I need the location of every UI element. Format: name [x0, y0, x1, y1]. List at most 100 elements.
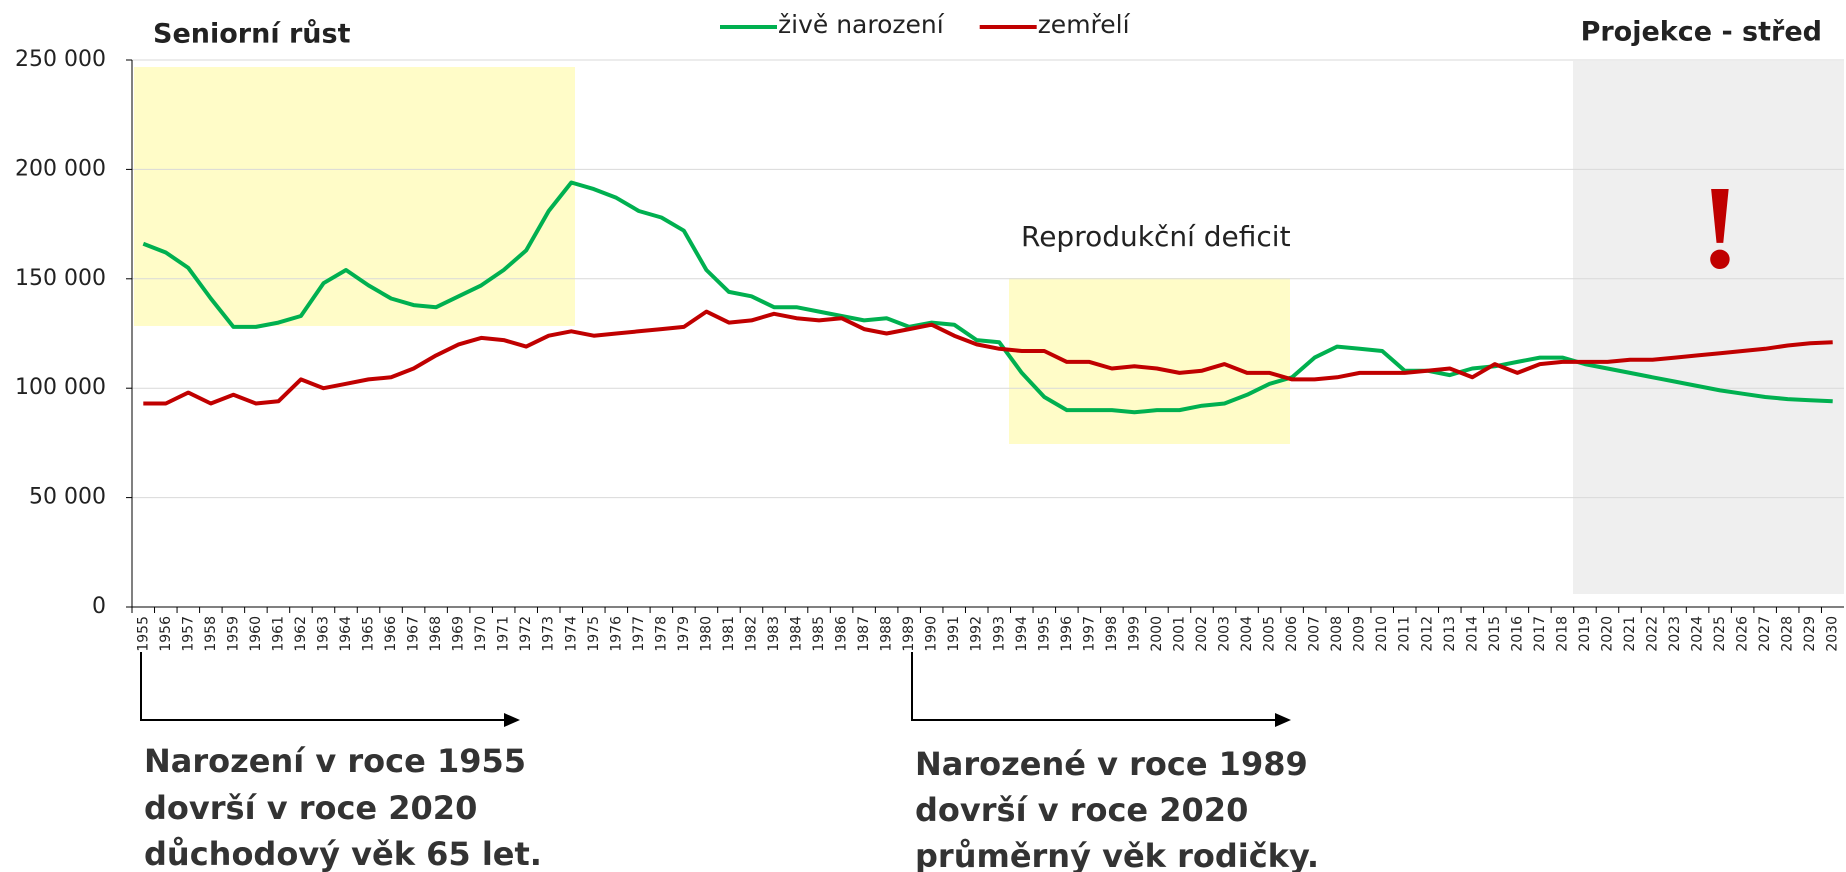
note: Narození v roce 1955	[144, 742, 526, 780]
x-tick-label: 2024	[1690, 616, 1706, 652]
x-tick-label: 1998	[1104, 616, 1120, 652]
x-tick-label: 1994	[1014, 616, 1030, 652]
x-tick-label: 2013	[1442, 616, 1458, 652]
senior-region	[134, 67, 575, 326]
x-tick-label: 2009	[1352, 616, 1368, 652]
x-tick-label: 1977	[631, 616, 647, 652]
x-tick-label: 2030	[1825, 616, 1841, 652]
x-tick-label: 1980	[698, 616, 714, 652]
y-tick-label: 50 000	[29, 485, 106, 510]
projection-region	[1573, 61, 1844, 594]
x-tick-label: 1981	[721, 616, 737, 652]
note: důchodový věk 65 let.	[144, 835, 542, 872]
lines	[142, 180, 1833, 415]
note: průměrný věk rodičky.	[915, 837, 1319, 872]
x-tick-label: 1979	[676, 616, 692, 652]
x-tick-label: 1966	[383, 616, 399, 652]
x-tick-label: 1988	[879, 616, 895, 652]
y-tick-label: 150 000	[15, 266, 106, 291]
x-tick-label: 1987	[856, 616, 872, 652]
annotation: Projekce - střed	[1581, 17, 1822, 48]
x-tick-label: 1993	[991, 616, 1007, 652]
x-tick-label: 1962	[293, 616, 309, 652]
note: dovrší v roce 2020	[915, 791, 1248, 829]
x-tick-label: 2017	[1532, 616, 1548, 652]
x-tick-label: 2026	[1735, 616, 1751, 652]
x-tick-label: 1996	[1059, 616, 1075, 652]
note: Narozené v roce 1989	[915, 745, 1308, 783]
y-tick-label: 100 000	[15, 375, 106, 400]
x-tick-label: 2025	[1712, 616, 1728, 652]
x-tick-label: 2001	[1171, 616, 1187, 652]
x-tick-label: 1984	[789, 616, 805, 652]
x-tick-label: 2022	[1645, 616, 1661, 652]
x-tick-label: 2014	[1464, 616, 1480, 652]
x-tick-label: 1995	[1036, 616, 1052, 652]
x-tick-label: 1956	[158, 616, 174, 652]
x-tick-label: 2016	[1509, 616, 1525, 652]
x-tick-label: 1974	[563, 616, 579, 652]
x-tick-label: 1971	[496, 616, 512, 652]
x-tick-label: 1964	[338, 616, 354, 652]
series-line	[143, 309, 1833, 406]
x-tick-label: 1973	[541, 616, 557, 652]
x-tick-label: 1972	[518, 616, 534, 652]
x-tick-label: 1970	[473, 616, 489, 652]
y-tick-label: 0	[92, 594, 106, 619]
x-tick-label: 2023	[1667, 616, 1683, 652]
x-tick-label: 2002	[1194, 616, 1210, 652]
x-tick-label: 2010	[1374, 616, 1390, 652]
x-tick-label: 1990	[924, 616, 940, 652]
x-tick-label: 1965	[361, 616, 377, 652]
x-tick-label: 1975	[586, 616, 602, 652]
x-tick-label: 1976	[608, 616, 624, 652]
annotation: Seniorní růst	[153, 19, 351, 50]
x-tick-label: 2028	[1780, 616, 1796, 652]
x-tick-label: 2007	[1307, 616, 1323, 652]
annotation: Reprodukční deficit	[1021, 220, 1291, 253]
x-tick-label: 2005	[1262, 616, 1278, 652]
x-tick-label: 1999	[1126, 616, 1142, 652]
x-tick-label: 2004	[1239, 616, 1255, 652]
x-tick-label: 1955	[135, 616, 151, 652]
note: dovrší v roce 2020	[144, 789, 477, 827]
arrow-head	[1275, 713, 1291, 727]
x-tick-label: 1986	[834, 616, 850, 652]
x-tick-label: 1963	[315, 616, 331, 652]
x-tick-label: 1957	[180, 616, 196, 652]
x-tick-label: 1982	[743, 616, 759, 652]
x-tick-label: 2006	[1284, 616, 1300, 652]
exclamation: !	[1700, 161, 1740, 294]
x-tick-label: 1968	[428, 616, 444, 652]
legend-label: zemřelí	[1038, 10, 1131, 39]
grid: 0 50 000 100 000 150 000 200 000 250 000 1955 1…	[15, 47, 1844, 652]
x-tick-label: 1960	[248, 616, 264, 652]
x-tick-label: 2029	[1802, 616, 1818, 652]
legend-label: živě narození	[778, 10, 945, 39]
x-tick-label: 2015	[1487, 616, 1503, 652]
x-tick-label: 1967	[406, 616, 422, 652]
x-tick-label: 2011	[1397, 616, 1413, 652]
x-tick-label: 2003	[1217, 616, 1233, 652]
arrow-head	[504, 713, 520, 727]
y-tick-label: 250 000	[15, 47, 106, 72]
x-tick-label: 1983	[766, 616, 782, 652]
x-tick-label: 1959	[225, 616, 241, 652]
x-tick-label: 2018	[1554, 616, 1570, 652]
arrow	[140, 652, 1279, 721]
x-tick-label: 1978	[653, 616, 669, 652]
x-tick-label: 2012	[1419, 616, 1435, 652]
series-line	[142, 180, 1833, 415]
x-tick-label: 1961	[270, 616, 286, 652]
x-tick-label: 1997	[1081, 616, 1097, 652]
x-tick-label: 2008	[1329, 616, 1345, 652]
y-tick-label: 200 000	[15, 156, 106, 181]
x-tick-label: 1969	[451, 616, 467, 652]
x-tick-label: 2019	[1577, 616, 1593, 652]
x-tick-label: 1958	[203, 616, 219, 652]
x-tick-label: 1989	[901, 616, 917, 652]
x-tick-label: 2027	[1757, 616, 1773, 652]
x-tick-label: 1992	[969, 616, 985, 652]
x-tick-label: 2000	[1149, 616, 1165, 652]
